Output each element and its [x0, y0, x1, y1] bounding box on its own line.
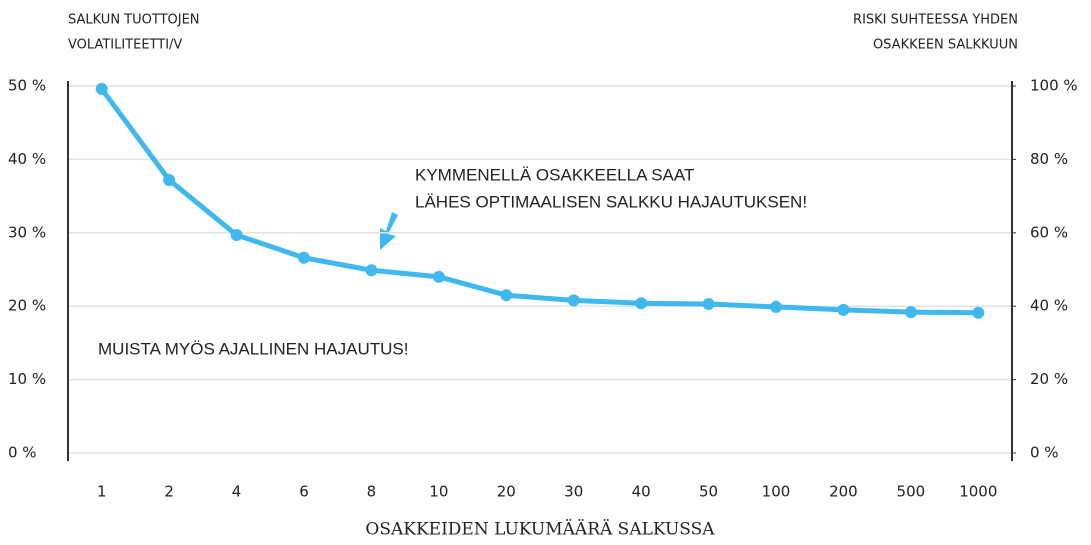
y2-tick-label: 100 % — [1030, 77, 1078, 95]
annotation: KYMMENELLÄ OSAKKEELLA SAAT — [415, 165, 694, 184]
y-tick-label: 50 % — [8, 77, 46, 95]
point — [500, 289, 513, 302]
x-tick-label: 40 — [632, 483, 651, 501]
point — [432, 270, 445, 283]
point — [95, 82, 108, 95]
x-tick-label: 30 — [564, 483, 583, 501]
y2-tick-label: 40 % — [1030, 297, 1068, 315]
point — [702, 297, 715, 310]
x-tick-label: 10 — [429, 483, 448, 501]
y-tick-label: 10 % — [8, 370, 46, 388]
point — [972, 306, 985, 319]
y-tick-label: 0 % — [8, 444, 37, 462]
y2-tick-label: 80 % — [1030, 150, 1068, 168]
y2-tick-label: 20 % — [1030, 370, 1068, 388]
point — [567, 294, 580, 307]
point — [904, 306, 917, 319]
y-axis-label: VOLATILITEETTI/V — [68, 38, 182, 53]
arrow — [380, 212, 398, 250]
y-axis-label: SALKUN TUOTTOJEN — [68, 13, 200, 28]
y2-axis-label: RISKI SUHTEESSA YHDEN — [853, 13, 1018, 28]
point — [635, 297, 648, 310]
point — [230, 229, 243, 242]
annotation: MUISTA MYÖS AJALLINEN HAJAUTUS! — [98, 339, 408, 358]
x-tick-label: 1 — [97, 483, 107, 501]
y2-tick-label: 60 % — [1030, 223, 1068, 241]
point — [365, 264, 378, 277]
y-tick-label: 30 % — [8, 223, 46, 241]
point — [837, 303, 850, 316]
annotation: LÄHES OPTIMAALISEN SALKKU HAJAUTUKSEN! — [415, 192, 807, 211]
point — [298, 251, 310, 264]
x-tick-label: 100 — [762, 483, 791, 501]
x-tick-label: 1000 — [959, 483, 997, 501]
x-axis-label: OSAKKEIDEN LUKUMÄÄRÄ SALKUSSA — [365, 519, 715, 540]
y2-axis-label: OSAKKEEN SALKKUUN — [873, 38, 1018, 53]
y-tick-label: 20 % — [8, 297, 46, 315]
x-tick-label: 8 — [367, 483, 377, 501]
point — [770, 300, 782, 313]
line — [99, 87, 979, 316]
x-tick-label: 20 — [497, 483, 516, 501]
y2-tick-label: 0 % — [1030, 444, 1059, 462]
x-tick-label: 500 — [897, 483, 926, 501]
x-tick-label: 2 — [164, 483, 174, 501]
x-tick-label: 200 — [829, 483, 858, 501]
point — [163, 173, 176, 186]
y-tick-label: 40 % — [8, 150, 46, 168]
x-tick-label: 50 — [699, 483, 718, 501]
x-tick-label: 4 — [232, 483, 242, 501]
x-tick-label: 6 — [299, 483, 309, 501]
